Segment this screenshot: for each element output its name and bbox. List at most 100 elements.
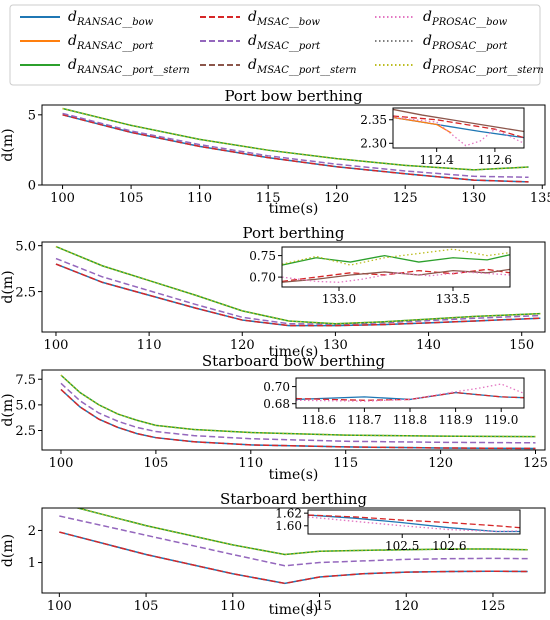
legend-entry: dPROSAC__bow	[375, 9, 508, 28]
x-tick-label: 140	[416, 338, 441, 353]
y-axis-label: d(m)	[0, 534, 16, 567]
series-line	[393, 108, 524, 133]
legend-label: dMSAC__port	[248, 33, 321, 52]
chart-panel: Port berthing 100 110 120 130 140 150 2.5 5.0 tim…	[0, 224, 546, 360]
series-line	[60, 388, 536, 450]
chart-title: Port berthing	[243, 224, 345, 242]
series-group	[55, 245, 541, 327]
legend-entry: dPROSAC__port__stern	[375, 57, 544, 76]
inset-series	[393, 108, 524, 147]
x-tick-label: 119.0	[484, 413, 518, 427]
x-tick-label: 112.6	[478, 153, 512, 167]
inset-background	[296, 378, 524, 408]
legend-entry: dMSAC__port__stern	[200, 57, 356, 76]
y-tick-label: 2.5	[15, 285, 36, 300]
y-tick-label: 0.75	[249, 249, 276, 263]
legend: dRANSAC__bow dMSAC__bow dPROSAC__bow dRANSA…	[9, 4, 544, 86]
legend-entry: dMSAC__port	[200, 33, 321, 52]
y-tick-label: 2.30	[360, 137, 387, 151]
series-line	[393, 116, 452, 134]
chart-title: Starboard berthing	[220, 490, 367, 508]
legend-entry: dPROSAC__port	[375, 33, 508, 52]
x-tick-label: 100	[44, 338, 69, 353]
inset-series	[296, 383, 524, 402]
y-axis-label: d(m)	[0, 393, 16, 426]
y-tick-label: 5.0	[15, 239, 36, 254]
x-tick-label: 133.0	[322, 292, 356, 306]
x-tick-label: 105	[119, 191, 144, 206]
legend-label: dRANSAC__port	[68, 33, 154, 52]
legend-label: dPROSAC__port	[423, 33, 508, 52]
legend-entry: dMSAC__bow	[200, 9, 320, 28]
inset-zoom: 118.6 118.7 118.8 118.9 119.0 0.68 0.70	[263, 377, 525, 427]
chart-title: Starboard bow berthing	[202, 352, 386, 370]
x-tick-label: 125	[393, 191, 418, 206]
series-line	[55, 245, 541, 325]
y-tick-label: 0.68	[263, 397, 290, 411]
x-axis-label: time(s)	[269, 201, 319, 217]
legend-label: dPROSAC__bow	[423, 9, 508, 28]
series-line	[60, 374, 536, 438]
series-line	[308, 514, 520, 529]
legend-label: dPROSAC__port__stern	[423, 57, 544, 76]
chart-title: Port bow berthing	[224, 87, 363, 105]
series-line	[393, 116, 524, 147]
series-line	[59, 515, 528, 567]
series-line	[55, 257, 541, 326]
x-tick-label: 120	[394, 599, 419, 614]
axes-frame	[41, 369, 546, 451]
series-line	[74, 508, 528, 556]
x-tick-label: 110	[137, 338, 162, 353]
axes-frame	[41, 104, 546, 186]
series-line	[296, 383, 524, 402]
y-tick-label: 2	[28, 524, 36, 539]
x-tick-label: 118.8	[393, 413, 427, 427]
series-line	[393, 115, 524, 139]
inset-zoom: 112.4 112.6 2.30 2.35	[360, 107, 525, 167]
series-line	[62, 114, 529, 183]
x-tick-label: 100	[50, 191, 75, 206]
x-tick-label: 115	[333, 456, 358, 471]
y-tick-label: 1	[28, 556, 36, 571]
x-axis-label: time(s)	[269, 344, 319, 360]
legend-label: dMSAC__bow	[248, 9, 320, 28]
x-tick-label: 118.6	[302, 413, 336, 427]
inset-frame	[392, 107, 525, 149]
x-tick-label: 120	[230, 338, 255, 353]
charts: Port bow berthing 100 105 110 115 120 125 130 13…	[0, 87, 550, 618]
x-tick-label: 125	[523, 456, 548, 471]
y-tick-label: 1.62	[275, 506, 302, 520]
x-tick-label: 100	[49, 456, 74, 471]
x-tick-label: 120	[428, 456, 453, 471]
x-tick-label: 105	[143, 456, 168, 471]
inset-frame	[307, 509, 521, 535]
x-tick-label: 125	[481, 599, 506, 614]
legend-entry: dRANSAC__bow	[20, 9, 154, 28]
chart-panel: Starboard bow berthing 100 105 110 115 120 125…	[0, 352, 548, 483]
x-tick-label: 130	[323, 338, 348, 353]
x-tick-label: 110	[220, 599, 245, 614]
x-tick-label: 135	[530, 191, 550, 206]
series-line	[59, 531, 528, 585]
series-group	[60, 374, 536, 450]
x-tick-label: 130	[461, 191, 486, 206]
legend-label: dMSAC__port__stern	[248, 57, 356, 76]
x-tick-label: 115	[256, 191, 281, 206]
x-tick-label: 110	[238, 456, 263, 471]
x-tick-label: 150	[509, 338, 534, 353]
x-tick-label: 100	[47, 599, 72, 614]
x-tick-label: 110	[187, 191, 212, 206]
series-line	[62, 107, 529, 171]
x-tick-label: 102.6	[432, 539, 466, 553]
axes-frame	[41, 507, 546, 594]
x-tick-label: 102.5	[385, 539, 419, 553]
series-group	[59, 508, 528, 585]
inset-background	[282, 247, 510, 287]
y-tick-label: 0.70	[263, 380, 290, 394]
inset-series	[282, 248, 510, 283]
series-line	[308, 516, 520, 533]
y-axis-label: d(m)	[0, 128, 16, 161]
legend-label: dRANSAC__port__stern	[68, 57, 190, 76]
legend-label: dRANSAC__bow	[68, 9, 154, 28]
